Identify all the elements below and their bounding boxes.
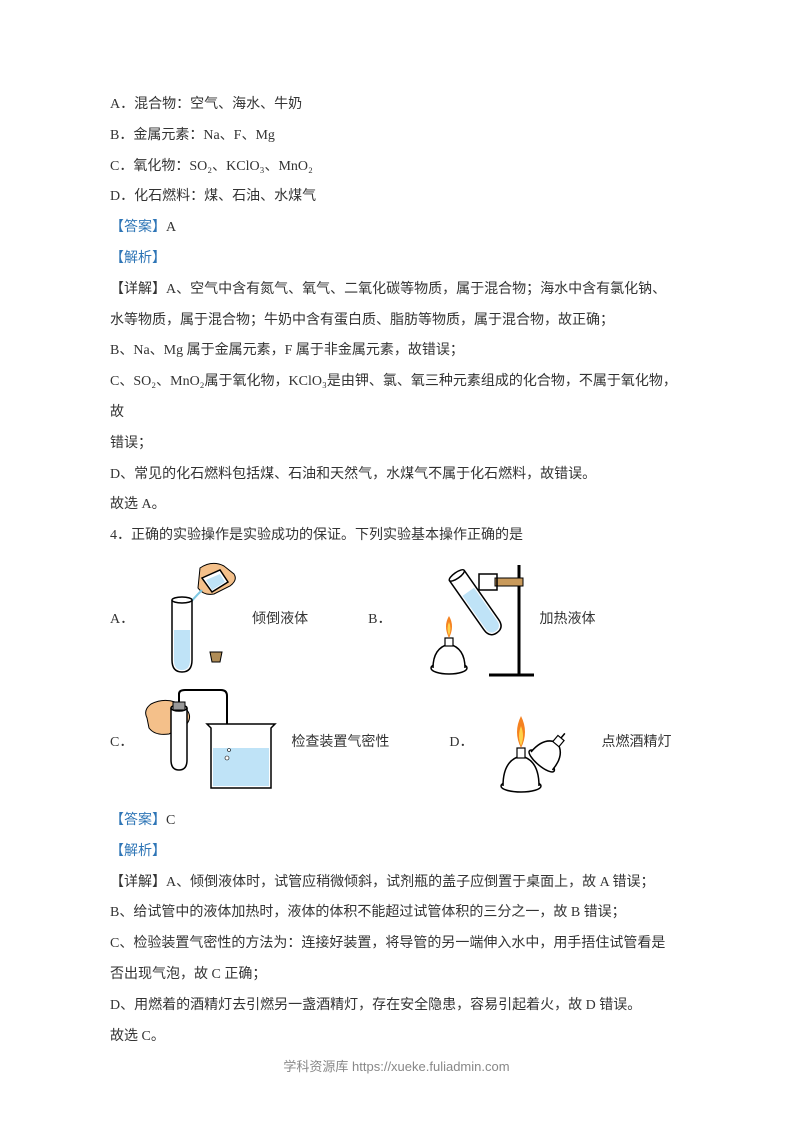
q4-detail-1: B、给试管中的液体加热时，液体的体积不能超过试管体积的三分之一，故 B 错误；	[110, 898, 683, 929]
q4-stem: 4．正确的实验操作是实验成功的保证。下列实验基本操作正确的是	[110, 521, 683, 552]
q4-options-row-2: C． 检查装置气密性 D．	[110, 688, 683, 798]
q3-detail-2: B、Na、Mg 属于金属元素，F 属于非金属元素，故错误；	[110, 336, 683, 367]
heat-liquid-icon	[399, 560, 539, 680]
q3-detail-4: 错误；	[110, 429, 683, 460]
q3-answer: 【答案】A	[110, 213, 683, 244]
q3-option-c: C．氧化物：SO₂、KClO₃、MnO₂	[110, 152, 683, 183]
q4-option-c: C． 检查装置气密性	[110, 688, 389, 798]
q4-answer-value: C	[166, 813, 175, 828]
pour-liquid-icon	[142, 560, 252, 680]
airtight-diagram	[141, 688, 291, 798]
q4-option-d: D． 点燃酒精灯	[449, 688, 671, 798]
heat-liquid-diagram	[399, 560, 539, 680]
q3-detail-6: 故选 A。	[110, 490, 683, 521]
q4-options-row-1: A． 倾倒液体 B．	[110, 560, 683, 680]
q3-answer-value: A	[166, 220, 176, 235]
airtight-icon	[141, 688, 291, 798]
q4-option-a-letter: A．	[110, 605, 134, 636]
q4-option-b-letter: B．	[368, 605, 391, 636]
q3-detail-1: 水等物质，属于混合物；牛奶中含有蛋白质、脂肪等物质，属于混合物，故正确；	[110, 306, 683, 337]
q4-option-a-label: 倾倒液体	[252, 605, 308, 636]
q4-option-c-letter: C．	[110, 728, 133, 759]
q4-option-a: A． 倾倒液体	[110, 560, 308, 680]
q4-detail-2: C、检验装置气密性的方法为：连接好装置，将导管的另一端伸入水中，用手捂住试管看是	[110, 929, 683, 960]
q4-option-c-label: 检查装置气密性	[291, 728, 389, 759]
pour-liquid-diagram	[142, 560, 252, 680]
q3-detail-5: D、常见的化石燃料包括煤、石油和天然气，水煤气不属于化石燃料，故错误。	[110, 460, 683, 491]
q4-detail-5: 故选 C。	[110, 1022, 683, 1053]
q4-option-b-label: 加热液体	[539, 605, 595, 636]
q3-option-d: D．化石燃料：煤、石油、水煤气	[110, 182, 683, 213]
q3-analysis-label: 【解析】	[110, 244, 683, 275]
q4-option-b: B． 加	[368, 560, 595, 680]
q4-option-d-label: 点燃酒精灯	[601, 728, 671, 759]
q3-detail-3: C、SO₂、MnO₂属于氧化物，KClO₃是由钾、氯、氧三种元素组成的化合物，不…	[110, 367, 683, 429]
q3-option-b: B．金属元素：Na、F、Mg	[110, 121, 683, 152]
q3-answer-label: 【答案】	[110, 220, 166, 235]
q4-detail-0: 【详解】A、倾倒液体时，试管应稍微倾斜，试剂瓶的盖子应倒置于桌面上，故 A 错误…	[110, 868, 683, 899]
light-lamp-icon	[481, 688, 601, 798]
q4-analysis-label: 【解析】	[110, 837, 683, 868]
q3-detail-0: 【详解】A、空气中含有氮气、氧气、二氧化碳等物质，属于混合物；海水中含有氯化钠、	[110, 275, 683, 306]
q4-detail-4: D、用燃着的酒精灯去引燃另一盏酒精灯，存在安全隐患，容易引起着火，故 D 错误。	[110, 991, 683, 1022]
q3-option-a: A．混合物：空气、海水、牛奶	[110, 90, 683, 121]
page-footer: 学科资源库 https://xueke.fuliadmin.com	[0, 1053, 793, 1082]
q4-option-d-letter: D．	[449, 728, 473, 759]
light-lamp-diagram	[481, 688, 601, 798]
q4-answer-label: 【答案】	[110, 813, 166, 828]
q4-answer: 【答案】C	[110, 806, 683, 837]
q4-detail-3: 否出现气泡，故 C 正确；	[110, 960, 683, 991]
